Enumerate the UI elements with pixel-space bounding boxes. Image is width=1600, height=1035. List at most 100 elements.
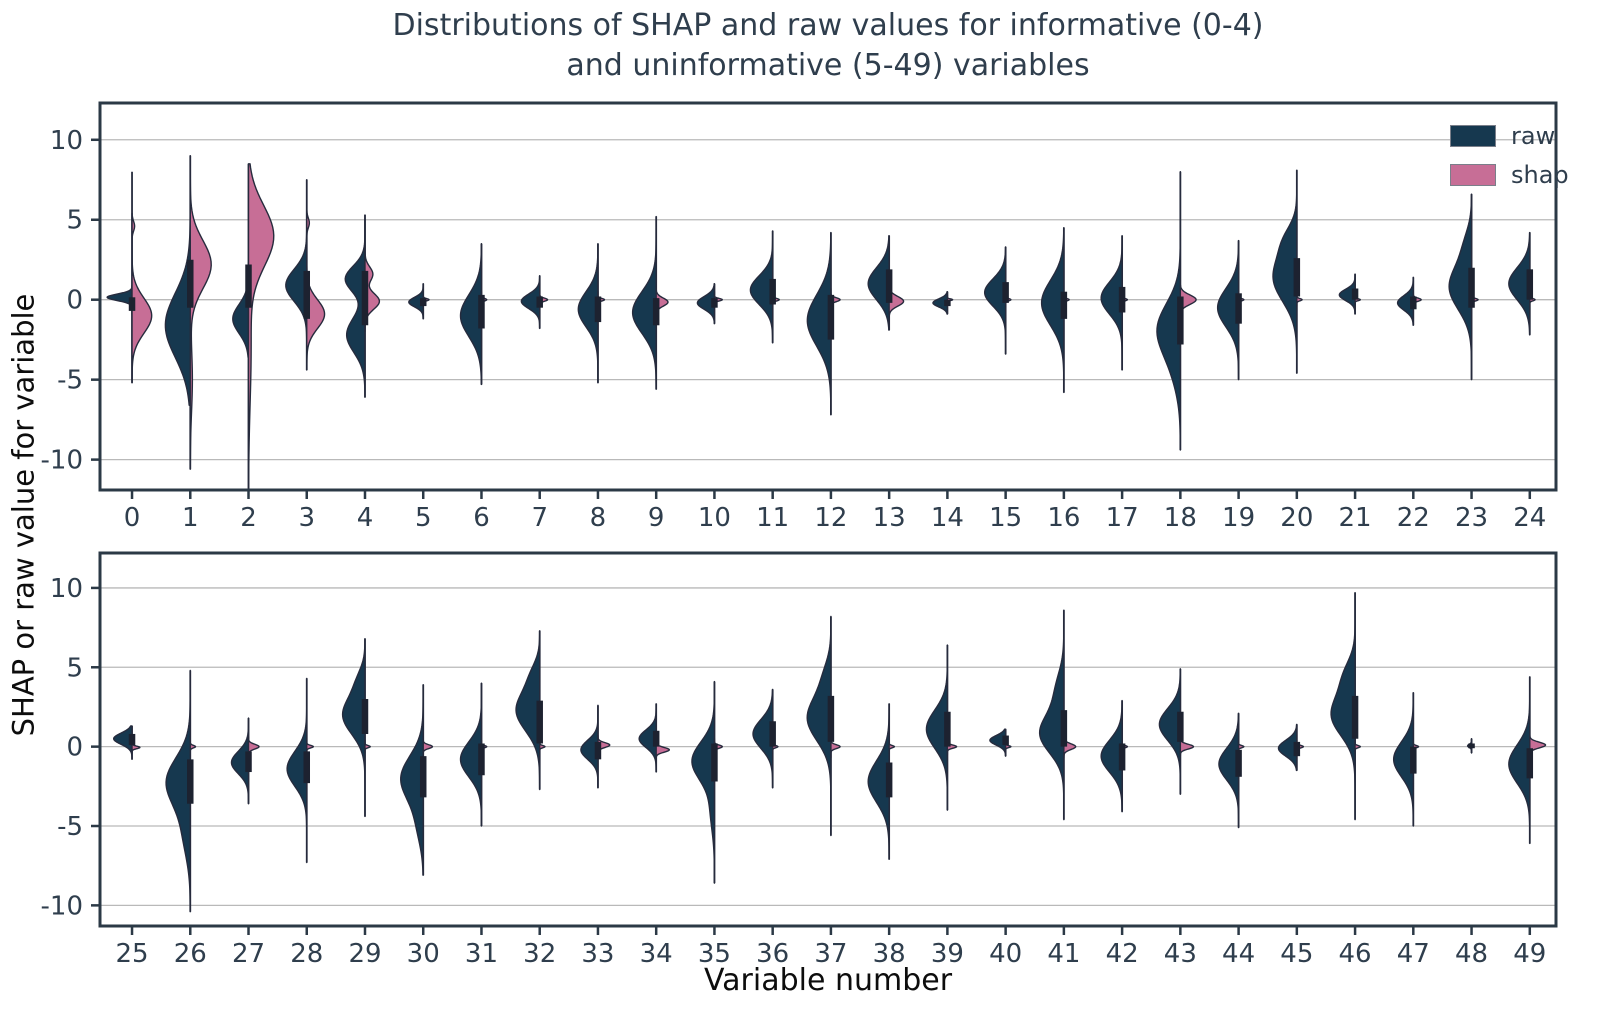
- x-tick-label: 16: [1047, 503, 1080, 533]
- x-tick-label: 24: [1513, 503, 1546, 533]
- x-tick-label: 26: [174, 939, 207, 969]
- legend-item-raw: raw: [1450, 122, 1569, 150]
- violin-raw-15: [983, 246, 1007, 355]
- violin-shap-29: [364, 739, 371, 754]
- violin-shap-30: [422, 736, 434, 757]
- y-tick-label: -10: [41, 446, 83, 476]
- x-tick-label: 6: [473, 503, 490, 533]
- y-tick-label: 0: [66, 733, 83, 763]
- x-tick-label: 49: [1513, 939, 1546, 969]
- violin-raw-27: [230, 717, 250, 805]
- violin-raw-41: [1038, 609, 1065, 821]
- violin-raw-28: [286, 677, 308, 864]
- x-tick-label: 10: [698, 503, 731, 533]
- violin-raw-36: [752, 688, 774, 789]
- violin-raw-33: [580, 704, 599, 789]
- x-tick-label: 36: [756, 939, 789, 969]
- violin-raw-16: [1040, 227, 1065, 394]
- violin-raw-5: [408, 283, 424, 320]
- violin-raw-1: [164, 155, 191, 406]
- x-tick-label: 31: [465, 939, 498, 969]
- x-tick-label: 30: [407, 939, 440, 969]
- violin-raw-46: [1330, 591, 1356, 821]
- y-tick-label: 5: [66, 206, 83, 236]
- x-tick-label: 20: [1280, 503, 1313, 533]
- x-tick-label: 4: [357, 503, 374, 533]
- legend-item-shap: shap: [1450, 161, 1569, 189]
- x-tick-label: 25: [115, 939, 148, 969]
- violin-raw-9: [631, 215, 657, 390]
- legend-raw-label: raw: [1511, 122, 1556, 150]
- x-tick-label: 40: [989, 939, 1022, 969]
- violin-raw-37: [806, 615, 832, 837]
- x-tick-label: 12: [814, 503, 847, 533]
- chart-title-line1: Distributions of SHAP and raw values for…: [392, 8, 1264, 43]
- violin-raw-22: [1396, 276, 1415, 326]
- chart-title: Distributions of SHAP and raw values for…: [100, 6, 1556, 86]
- y-axis-label-wrap: SHAP or raw value for variable: [0, 103, 46, 926]
- violin-raw-7: [520, 275, 541, 330]
- y-tick-label: -10: [41, 891, 83, 921]
- x-tick-label: 32: [523, 939, 556, 969]
- violin-raw-23: [1448, 193, 1473, 381]
- violin-raw-30: [400, 684, 424, 876]
- x-axis-label: Variable number: [703, 963, 953, 998]
- violin-raw-40: [989, 728, 1007, 757]
- violin-raw-11: [749, 230, 774, 344]
- x-tick-label: 46: [1339, 939, 1372, 969]
- violin-raw-21: [1338, 273, 1356, 315]
- x-tick-label: 41: [1047, 939, 1080, 969]
- violin-raw-32: [515, 630, 541, 791]
- x-tick-label: 17: [1106, 503, 1139, 533]
- x-tick-label: 29: [348, 939, 381, 969]
- x-tick-label: 5: [415, 503, 432, 533]
- axes-spine-1: [98, 551, 1558, 928]
- x-tick-label: 1: [182, 503, 199, 533]
- violin-raw-49: [1508, 676, 1531, 845]
- violin-shap-3: [306, 209, 326, 368]
- violin-raw-6: [459, 243, 483, 386]
- violin-raw-19: [1216, 239, 1240, 381]
- y-tick-label: 10: [50, 126, 83, 156]
- violin-raw-45: [1277, 723, 1298, 772]
- x-tick-label: 42: [1106, 939, 1139, 969]
- violin-shap-0: [131, 212, 153, 384]
- x-tick-label: 39: [931, 939, 964, 969]
- x-tick-label: 22: [1397, 503, 1430, 533]
- violin-shap-13: [888, 289, 905, 317]
- y-tick-label: 5: [66, 653, 83, 683]
- violin-raw-8: [577, 243, 599, 384]
- violin-raw-47: [1392, 691, 1415, 827]
- x-tick-label: 35: [698, 939, 731, 969]
- legend: raw shap: [1450, 122, 1569, 189]
- x-tick-label: 21: [1339, 503, 1372, 533]
- x-tick-label: 37: [814, 939, 847, 969]
- violin-raw-13: [867, 235, 890, 331]
- x-tick-label: 15: [989, 503, 1022, 533]
- x-tick-label: 34: [640, 939, 673, 969]
- violin-raw-26: [165, 669, 191, 913]
- subplot-1-content: [100, 587, 1556, 913]
- x-tick-label: 11: [756, 503, 789, 533]
- violin-shap-46: [1354, 739, 1362, 754]
- y-axis-label: SHAP or raw value for variable: [6, 293, 41, 736]
- chart-title-line2: and uninformative (5-49) variables: [566, 48, 1090, 83]
- violin-shap-2: [247, 163, 275, 490]
- violin-raw-17: [1100, 235, 1123, 371]
- x-tick-label: 13: [873, 503, 906, 533]
- legend-shap-label: shap: [1511, 161, 1569, 189]
- y-tick-label: 0: [66, 286, 83, 316]
- legend-shap-swatch: [1450, 164, 1496, 186]
- violin-raw-10: [696, 283, 716, 325]
- violin-raw-31: [459, 682, 483, 827]
- x-tick-label: 45: [1280, 939, 1313, 969]
- legend-raw-swatch: [1450, 125, 1496, 147]
- violin-shap-38: [888, 739, 896, 754]
- x-tick-label: 44: [1222, 939, 1255, 969]
- violin-raw-0: [106, 284, 133, 315]
- x-tick-label: 7: [531, 503, 548, 533]
- x-tick-label: 3: [298, 503, 315, 533]
- violin-raw-25: [113, 725, 133, 761]
- x-tick-label: 27: [232, 939, 265, 969]
